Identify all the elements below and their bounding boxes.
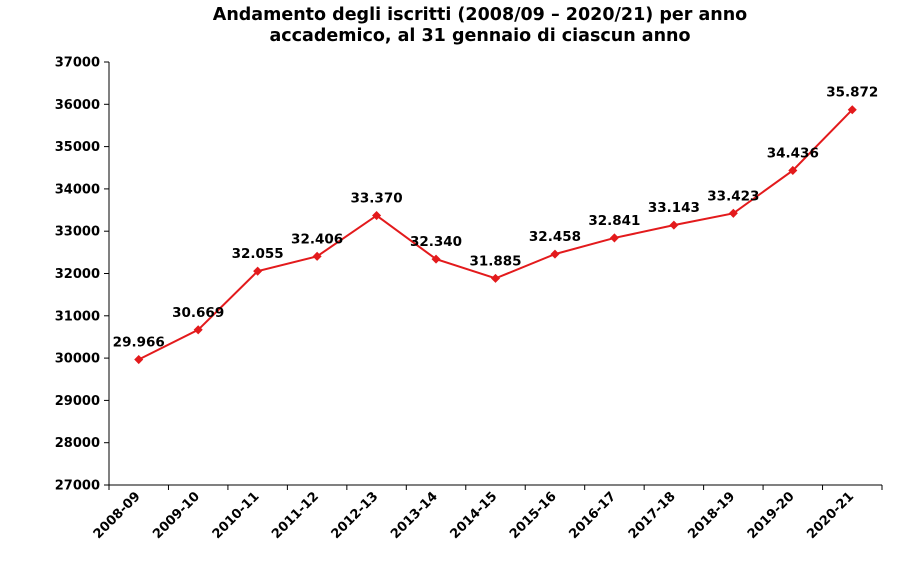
data-point (312, 251, 322, 261)
data-label: 32.055 (232, 246, 284, 262)
data-label: 33.370 (351, 191, 403, 207)
x-tick-label: 2019-20 (745, 489, 798, 542)
chart-title-line-1: Andamento degli iscritti (2008/09 – 2020… (212, 5, 748, 25)
y-tick-label: 37000 (55, 56, 100, 71)
y-tick-label: 28000 (55, 436, 100, 451)
data-point (550, 249, 560, 259)
data-label: 32.841 (588, 213, 640, 229)
x-tick-label: 2015-16 (507, 489, 560, 542)
data-label: 29.966 (113, 335, 165, 351)
x-tick-label: 2013-14 (388, 489, 441, 542)
y-tick-label: 34000 (55, 182, 100, 197)
y-tick-label: 30000 (55, 352, 100, 367)
x-tick-label: 2011-12 (269, 489, 322, 542)
data-label: 32.340 (410, 234, 462, 250)
data-label: 33.143 (648, 200, 700, 216)
x-tick-label: 2010-11 (210, 489, 263, 542)
x-tick-label: 2018-19 (685, 489, 738, 542)
data-label: 31.885 (469, 253, 521, 269)
data-label: 35.872 (826, 85, 878, 101)
x-tick-label: 2017-18 (626, 489, 679, 542)
data-point (490, 273, 501, 283)
y-tick-label: 29000 (55, 394, 100, 409)
x-tick-label: 2016-17 (566, 489, 619, 542)
y-tick-label: 36000 (55, 98, 100, 113)
x-tick-label: 2009-10 (150, 489, 203, 542)
data-label: 33.423 (707, 188, 759, 204)
x-tick-label: 2008-09 (91, 489, 144, 542)
data-point (609, 233, 619, 243)
x-tick-label: 2020-21 (804, 489, 857, 542)
data-point (134, 355, 144, 365)
x-tick-label: 2014-15 (448, 489, 501, 542)
chart-title: Andamento degli iscritti (2008/09 – 2020… (150, 5, 810, 47)
chart-title-line-2: accademico, al 31 gennaio di ciascun ann… (269, 26, 691, 46)
series-line (138, 109, 853, 361)
data-point (253, 266, 263, 276)
data-point (728, 208, 738, 218)
data-label: 32.406 (291, 231, 343, 247)
y-tick-label: 27000 (55, 479, 100, 494)
data-point (193, 325, 203, 335)
y-tick-label: 35000 (55, 140, 100, 155)
data-label: 32.458 (529, 229, 581, 245)
data-point (669, 220, 679, 230)
y-tick-label: 31000 (55, 309, 100, 324)
data-label: 34.436 (767, 145, 819, 161)
x-tick-label: 2012-13 (329, 489, 382, 542)
data-label: 30.669 (172, 305, 224, 321)
y-tick-label: 33000 (55, 225, 100, 240)
y-tick-label: 32000 (55, 267, 100, 282)
